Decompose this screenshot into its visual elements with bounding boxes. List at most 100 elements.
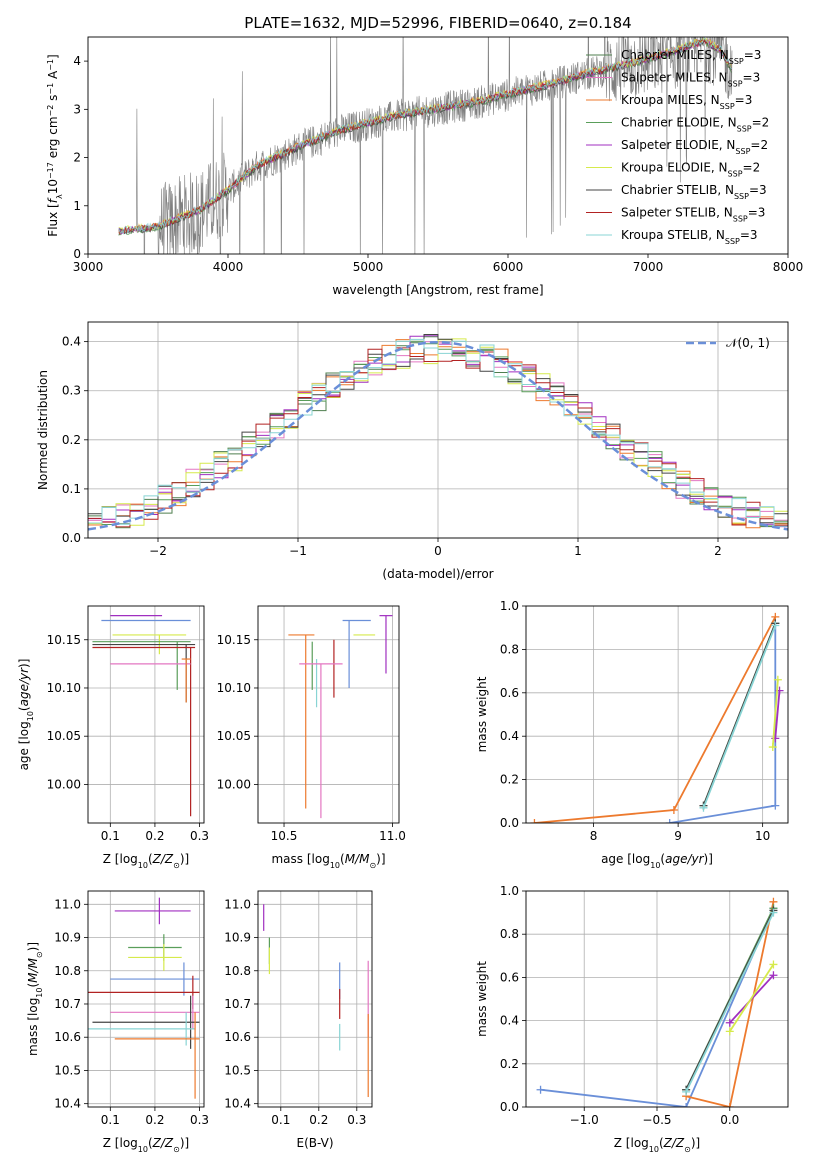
- y-tick-label: 10.7: [54, 997, 81, 1011]
- y-tick-label: 10.4: [54, 1097, 81, 1111]
- plot-area: [92, 615, 196, 817]
- error-bar-point: [88, 1012, 196, 1046]
- y-tick-label: 10.15: [47, 633, 81, 647]
- x-tick-label: 9: [674, 829, 682, 843]
- x-tick-label: −1: [289, 544, 307, 558]
- x-tick-label: 0.3: [190, 1113, 209, 1127]
- figure-title: PLATE=1632, MJD=52996, FIBERID=0640, z=0…: [244, 14, 631, 32]
- x-tick-label: 0.0: [720, 1113, 739, 1127]
- y-tick-label: 11.0: [54, 897, 81, 911]
- y-tick-label: 0.0: [62, 531, 81, 545]
- error-bar-point: [92, 995, 200, 1049]
- residual-histogram-line: [88, 347, 788, 528]
- series-marker: [769, 971, 778, 980]
- y-tick-label: 10.5: [224, 1063, 251, 1077]
- x-tick-label: 0.3: [190, 829, 209, 843]
- y-tick-label: 0.2: [62, 433, 81, 447]
- series-marker: [769, 908, 778, 917]
- y-axis-label: mass [log10(M/M⊙)]: [26, 942, 44, 1056]
- plot-area: [536, 897, 778, 1107]
- y-axis-label: Normed distribution: [36, 370, 50, 490]
- y-tick-label: 10.15: [217, 633, 251, 647]
- series-marker: [682, 1103, 691, 1107]
- error-bar-point: [114, 1012, 200, 1099]
- y-axis-label: mass weight: [475, 676, 489, 752]
- x-axis-label: wavelength [Angstrom, rest frame]: [332, 283, 543, 297]
- error-bar-point: [92, 643, 196, 703]
- x-tick-label: 3000: [73, 260, 104, 274]
- legend-label: Salpeter STELIB, NSSP=3: [621, 206, 765, 224]
- y-tick-label: 0.6: [500, 970, 519, 984]
- model-spectrum-line: [118, 39, 732, 235]
- series-marker: [669, 805, 678, 814]
- residual-histogram-line: [88, 334, 788, 524]
- plot-area: [288, 615, 393, 819]
- error-bar-point: [128, 944, 182, 971]
- x-tick-label: 1: [574, 544, 582, 558]
- x-axis-label: Z [log10(Z/Z⊙)]: [103, 852, 189, 870]
- legend-label: Kroupa STELIB, NSSP=3: [621, 228, 758, 246]
- y-tick-label: 0.2: [500, 1057, 519, 1071]
- x-tick-label: 6000: [493, 260, 524, 274]
- y-tick-label: 10.9: [54, 931, 81, 945]
- series-marker: [771, 621, 780, 630]
- x-axis-label: age [log10(age/yr)]: [601, 852, 713, 870]
- y-axis-label: Flux [fλ10−17 erg cm−2 s−1 A−1]: [46, 54, 64, 236]
- panel-age-vs-Z: 0.1 0.2 0.3 10.00 10.05 10.10 10.15 Z [log10(Z/…: [17, 605, 209, 870]
- y-tick-label: 0.3: [62, 384, 81, 398]
- plot-area: [118, 37, 733, 254]
- error-bar-point: [92, 641, 191, 690]
- x-tick-label: 10: [755, 829, 770, 843]
- panel-age-vs-mass: 10.5 11.0 10.00 10.05 10.10 10.15 mass [log10(…: [217, 605, 406, 870]
- error-bar-point: [342, 619, 371, 688]
- error-bar-point: [379, 615, 393, 674]
- x-tick-label: 8: [590, 829, 598, 843]
- y-tick-label: 10.9: [224, 931, 251, 945]
- x-tick-label: 0.2: [145, 1113, 164, 1127]
- y-tick-label: 1: [73, 199, 81, 213]
- model-spectrum-line: [118, 37, 732, 235]
- y-tick-label: 0.0: [500, 1100, 519, 1114]
- series-line: [534, 616, 777, 823]
- x-axis-label: Z [log10(Z/Z⊙)]: [103, 1136, 189, 1154]
- series-line: [669, 623, 777, 823]
- y-tick-label: 10.05: [217, 729, 251, 743]
- x-axis-label: (data-model)/error: [382, 567, 493, 581]
- y-tick-label: 0.6: [500, 686, 519, 700]
- series-line: [685, 910, 775, 1091]
- y-axis-label: mass weight: [475, 961, 489, 1037]
- x-tick-label: 4000: [213, 260, 244, 274]
- legend-label: 𝒩(0, 1): [726, 336, 770, 350]
- legend-label: Chabrier STELIB, NSSP=3: [621, 183, 767, 201]
- series-marker: [769, 960, 778, 969]
- y-tick-label: 0: [73, 247, 81, 261]
- x-tick-label: 5000: [353, 260, 384, 274]
- series-line: [540, 907, 775, 1107]
- legend-label: Salpeter MILES, NSSP=3: [621, 71, 760, 89]
- y-axis-label: age [log10(age/yr)]: [17, 659, 35, 771]
- residual-histogram-line: [88, 338, 788, 527]
- legend-label: Chabrier ELODIE, NSSP=2: [621, 116, 769, 134]
- y-tick-label: 10.6: [54, 1030, 81, 1044]
- legend-label: Kroupa ELODIE, NSSP=2: [621, 161, 760, 179]
- legend-label: Chabrier MILES, NSSP=3: [621, 48, 761, 66]
- x-tick-label: 0.2: [309, 1113, 328, 1127]
- series-marker: [530, 819, 539, 823]
- series-line: [729, 963, 775, 1032]
- x-tick-label: 0.1: [101, 829, 120, 843]
- panel-mass-vs-EBV: 0.1 0.2 0.3 10.4 10.5 10.6 10.7 10.8 10.9 11.0 E(B…: [224, 890, 373, 1150]
- series-marker: [771, 801, 780, 810]
- y-tick-label: 0.8: [500, 927, 519, 941]
- x-tick-label: 0.1: [271, 1113, 290, 1127]
- x-axis-label: Z [log10(Z/Z⊙)]: [614, 1136, 700, 1154]
- y-tick-label: 0.4: [500, 1014, 519, 1028]
- panel-residuals: −2 −1 0 1 2 0.0 0.1 0.2 0.3 0.4 𝒩(0, 1) (data-model…: [36, 321, 789, 581]
- normal-distribution-curve: [88, 340, 788, 531]
- series-line: [685, 912, 775, 1093]
- plot-area: [263, 904, 369, 1098]
- y-tick-label: 10.6: [224, 1030, 251, 1044]
- x-tick-label: 0.3: [347, 1113, 366, 1127]
- y-tick-label: 10.05: [47, 729, 81, 743]
- y-tick-label: 0.1: [62, 482, 81, 496]
